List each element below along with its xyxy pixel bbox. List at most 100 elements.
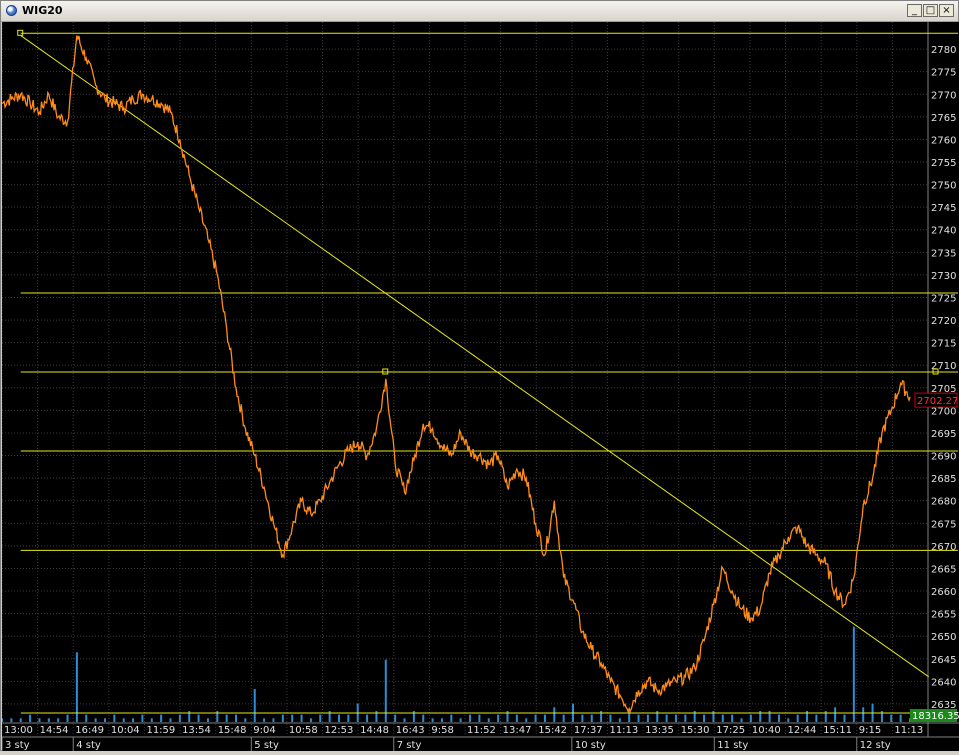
x-time-label: 13:54: [182, 725, 211, 736]
volume-bar: [815, 714, 818, 722]
volume-bar: [309, 718, 312, 722]
y-tick-label: 2685: [931, 474, 956, 485]
volume-bar: [422, 714, 425, 722]
volume-bar: [188, 711, 191, 722]
x-date-label: 7 sty: [397, 740, 422, 751]
volume-bar: [450, 714, 453, 722]
volume-bar: [281, 714, 284, 722]
chart-area[interactable]: 2635 2640 2645 2650 2655 2660 2665 2670 2675 2680…: [1, 22, 959, 751]
volume-bar: [590, 714, 593, 722]
volume-bar: [721, 714, 724, 722]
x-date-label: 5 sty: [254, 740, 279, 751]
title-bar[interactable]: WIG20 _ □ ×: [1, 1, 958, 22]
y-tick-label: 2750: [931, 181, 956, 192]
volume-bar: [141, 714, 144, 722]
maximize-button[interactable]: □: [923, 4, 938, 17]
minimize-button[interactable]: _: [907, 4, 922, 17]
price-chart[interactable]: 2635 2640 2645 2650 2655 2660 2665 2670 2675 2680…: [1, 22, 959, 751]
x-time-label: 11:59: [146, 725, 175, 736]
volume-bar: [684, 714, 687, 722]
x-time-label: 11:13: [894, 725, 923, 736]
x-date-label: 11 sty: [717, 740, 748, 751]
volume-bar: [862, 707, 865, 722]
x-time-label: 15:42: [538, 725, 567, 736]
x-time-label: 13:00: [4, 725, 33, 736]
chart-background: [2, 22, 959, 751]
volume-bar: [852, 626, 855, 722]
y-tick-label: 2720: [931, 316, 956, 327]
volume-bar: [497, 714, 500, 722]
volume-bar: [1, 718, 3, 722]
y-tick-label: 2770: [931, 90, 956, 101]
y-tick-label: 2700: [931, 406, 956, 417]
volume-bar: [197, 714, 200, 722]
y-tick-label: 2780: [931, 45, 956, 56]
volume-bar: [160, 714, 163, 722]
volume-bar: [749, 714, 752, 722]
volume-bar: [506, 711, 509, 722]
volume-bar: [178, 714, 181, 722]
y-tick-label: 2670: [931, 542, 956, 553]
volume-bar: [263, 718, 266, 722]
volume-bar: [431, 718, 434, 722]
current-price-box: [914, 392, 958, 408]
y-tick-label: 2730: [931, 271, 956, 282]
window-title: WIG20: [22, 4, 63, 17]
x-time-label: 16:49: [75, 725, 104, 736]
volume-bar: [150, 718, 153, 722]
volume-bar: [300, 714, 303, 722]
volume-bar: [384, 659, 387, 722]
x-time-label: 13:35: [645, 725, 674, 736]
volume-bar: [478, 714, 481, 722]
close-button[interactable]: ×: [939, 4, 954, 17]
x-time-label: 10:58: [289, 725, 318, 736]
volume-bar: [235, 714, 238, 722]
volume-bar: [740, 718, 743, 722]
x-time-label: 9:58: [431, 725, 453, 736]
x-time-label: 17:37: [574, 725, 603, 736]
anchor-marker: [17, 29, 24, 36]
x-date-label: 12 sty: [860, 740, 891, 751]
y-tick-label: 2725: [931, 293, 956, 304]
volume-bar: [47, 718, 50, 722]
volume-bar: [843, 714, 846, 722]
x-time-label: 15:48: [218, 725, 247, 736]
volume-bar: [731, 714, 734, 722]
y-tick-label: 2740: [931, 226, 956, 237]
y-tick-label: 2645: [931, 655, 956, 666]
volume-bar: [899, 714, 902, 722]
volume-bar: [674, 714, 677, 722]
volume-bar: [122, 718, 125, 722]
volume-bar: [609, 714, 612, 722]
y-tick-label: 2735: [931, 248, 956, 259]
volume-bar: [225, 714, 228, 722]
trend-line: [20, 35, 930, 678]
volume-bar: [206, 718, 209, 722]
volume-bar: [665, 714, 668, 722]
volume-bar: [459, 718, 462, 722]
volume-bar: [487, 718, 490, 722]
volume-bar: [553, 707, 556, 722]
x-time-label: 11:52: [467, 725, 496, 736]
volume-bar: [440, 718, 443, 722]
x-time-label: 15:30: [681, 725, 710, 736]
x-time-label: 12:53: [325, 725, 354, 736]
volume-value-box: [910, 709, 957, 722]
x-time-label: 10:04: [111, 725, 140, 736]
y-tick-label: 2755: [931, 158, 956, 169]
globe-icon: [6, 5, 17, 16]
volume-bar: [824, 711, 827, 722]
x-time-label: 9:15: [859, 725, 881, 736]
y-tick-label: 2640: [931, 677, 956, 688]
volume-bar: [796, 714, 799, 722]
y-tick-label: 2705: [931, 384, 956, 395]
volume-bar: [38, 718, 41, 722]
x-time-label: 13:47: [503, 725, 532, 736]
volume-bar: [628, 711, 631, 722]
volume-bar: [525, 718, 528, 722]
volume-bar: [347, 714, 350, 722]
x-date-label: 10 sty: [575, 740, 606, 751]
y-tick-label: 2775: [931, 68, 956, 79]
volume-bar: [515, 714, 518, 722]
